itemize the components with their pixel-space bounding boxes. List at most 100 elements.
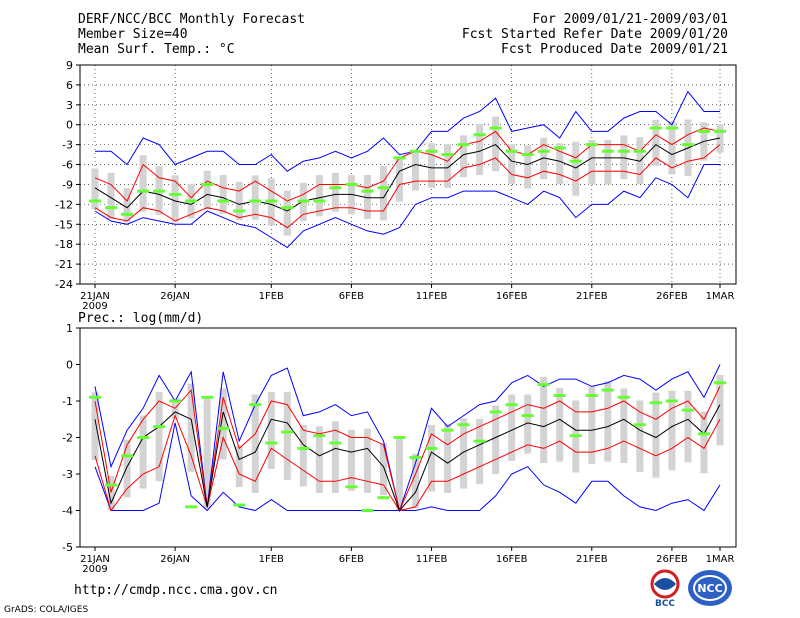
prec-spread-bar — [235, 445, 243, 488]
prec-spread-bar — [492, 405, 500, 474]
prec-xtick-label: 26FEB — [656, 554, 688, 565]
temp-xtick-label: 16FEB — [496, 291, 528, 302]
prec-spread-bar — [283, 391, 291, 480]
prec-ytick-label: -1 — [62, 395, 73, 408]
prec-observed-mark — [105, 483, 118, 487]
temp-observed-mark — [553, 146, 566, 150]
prec-spread-bar — [412, 453, 420, 509]
prec-observed-mark — [441, 428, 454, 432]
prec-observed-mark — [489, 410, 502, 414]
footer-url[interactable]: http://cmdp.ncc.cma.gov.cn — [74, 583, 278, 598]
prec-observed-mark — [505, 403, 518, 407]
prec-observed-mark — [521, 414, 534, 418]
prec-observed-mark — [473, 439, 486, 443]
temp-observed-mark — [169, 192, 182, 196]
bcc-logo-text: BCC — [655, 599, 675, 608]
temp-spread-bar — [171, 175, 179, 223]
temp-xtick-label: 21FEB — [576, 291, 608, 302]
temp-observed-mark — [377, 186, 390, 190]
temp-spread-bar — [668, 121, 676, 175]
prec-spread-bar — [203, 397, 211, 509]
prec-observed-mark — [361, 509, 374, 512]
temp-spread-bar — [107, 172, 115, 219]
temp-observed-mark — [505, 149, 518, 153]
prec-xtick-label: 1FEB — [259, 554, 284, 565]
prec-spread-bar — [588, 386, 596, 464]
prec-ytick-label: 1 — [66, 322, 73, 335]
prec-ytick-label: -5 — [62, 541, 73, 554]
prec-observed-mark — [313, 434, 326, 438]
temp-ytick-label: -15 — [55, 218, 73, 231]
prec-observed-mark — [633, 423, 646, 427]
prec-spread-bar — [315, 426, 323, 493]
temp-observed-mark — [521, 153, 534, 157]
temp-spread-bar — [492, 116, 500, 172]
prec-observed-mark — [329, 441, 342, 445]
temp-observed-mark — [441, 153, 454, 157]
prec-xtick-label: 26JAN — [160, 554, 190, 565]
temp-spread-bar — [476, 124, 484, 176]
temp-spread-bar — [235, 181, 243, 221]
prec-observed-mark — [121, 454, 134, 458]
temp-observed-mark — [249, 199, 262, 203]
temp-spread-bar — [508, 144, 516, 184]
temp-observed-mark — [281, 206, 294, 210]
temp-observed-mark — [185, 199, 198, 203]
prec-observed-mark — [377, 496, 390, 500]
temp-spread-bar — [283, 190, 291, 236]
temp-observed-mark — [665, 126, 678, 130]
prec-observed-mark — [393, 436, 406, 439]
prec-min-line — [94, 422, 721, 512]
temp-observed-mark — [425, 149, 438, 153]
prec-observed-mark — [425, 446, 438, 450]
prec-spread-bar — [123, 439, 131, 498]
prec-observed-mark — [569, 434, 582, 438]
prec-xtick-label: 21FEB — [576, 554, 608, 565]
prec-observed-mark — [585, 394, 598, 398]
temp-lower-line — [94, 144, 721, 229]
temp-xtick-label: 26JAN — [160, 291, 190, 302]
temp-observed-mark — [329, 186, 342, 190]
temp-observed-mark — [649, 126, 662, 130]
prec-observed-mark — [649, 401, 662, 405]
prec-spread-bar — [540, 376, 548, 464]
temp-ytick-label: -6 — [62, 159, 73, 172]
grads-credit: GrADS: COLA/IGES — [4, 605, 89, 615]
temp-observed-mark — [569, 159, 582, 163]
prec-observed-mark — [457, 423, 470, 427]
temp-ytick-label: -18 — [55, 238, 73, 251]
prec-observed-mark — [537, 383, 550, 387]
prec-observed-mark — [137, 436, 150, 439]
temp-observed-mark — [457, 143, 470, 147]
prec-ytick-label: 0 — [66, 359, 73, 372]
prec-observed-mark — [297, 446, 310, 450]
prec-observed-mark — [714, 381, 726, 385]
temp-observed-mark — [313, 199, 326, 203]
temp-observed-mark — [297, 199, 310, 203]
precip-panel-label: Prec.: log(mm/d) — [78, 311, 204, 326]
temp-spread-bar — [315, 175, 323, 217]
prec-observed-mark — [265, 441, 278, 445]
header-left: DERF/NCC/BCC Monthly Forecast Member Siz… — [78, 12, 305, 57]
prec-spread-bar — [508, 394, 516, 461]
prec-observed-mark — [89, 395, 101, 399]
temp-observed-mark — [233, 209, 246, 213]
prec-spread-bar — [716, 375, 724, 446]
prec-spread-bar — [363, 428, 371, 493]
prec-spread-bar — [107, 476, 115, 511]
temp-spread-bar — [203, 170, 211, 210]
temp-spread-bar — [620, 135, 628, 180]
temp-xtick-label: 11FEB — [416, 291, 448, 302]
prec-observed-mark — [409, 456, 422, 460]
temp-ytick-label: 3 — [66, 99, 73, 112]
forecast-title: DERF/NCC/BCC Monthly Forecast — [78, 12, 305, 27]
temp-spread-bar — [379, 166, 387, 221]
prec-spread-bar — [604, 381, 612, 462]
temp-ytick-label: -9 — [62, 178, 73, 191]
prec-spread-bar — [636, 400, 644, 472]
temp-spread-bar — [652, 119, 660, 166]
prec-xtick-label: 16FEB — [496, 554, 528, 565]
